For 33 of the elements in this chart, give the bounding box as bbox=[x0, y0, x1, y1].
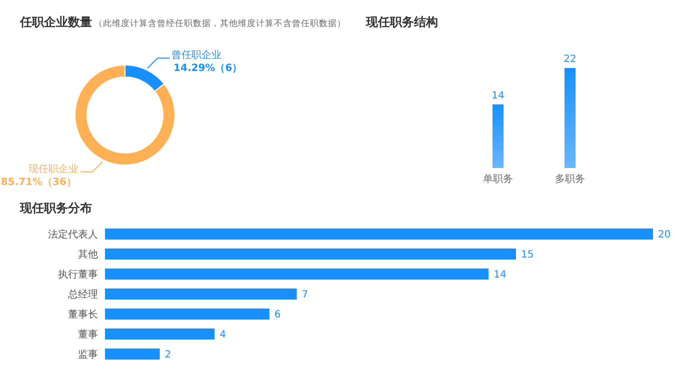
bar bbox=[105, 228, 653, 240]
bar bbox=[105, 328, 215, 340]
y-tick-label: 执行董事 bbox=[58, 268, 98, 280]
chart-title: 现任职务结构 bbox=[365, 15, 438, 29]
bar bbox=[105, 308, 270, 320]
y-tick-label: 监事 bbox=[78, 348, 98, 360]
y-tick-label: 其他 bbox=[78, 248, 98, 260]
data-label: 14 bbox=[494, 270, 506, 280]
y-tick-label: 董事长 bbox=[68, 308, 98, 320]
x-tick-label: 多职务 bbox=[555, 173, 585, 185]
data-label: 15 bbox=[521, 250, 534, 260]
data-label: 2 bbox=[164, 350, 172, 360]
y-tick-label: 总经理 bbox=[67, 288, 98, 300]
chart-title: 现任职务分布 bbox=[19, 201, 92, 215]
slice-label: 现任职企业 bbox=[28, 162, 78, 175]
bar bbox=[105, 268, 489, 280]
bar bbox=[105, 348, 160, 360]
data-label: 6 bbox=[274, 310, 281, 320]
x-tick-label: 单职务 bbox=[483, 173, 513, 185]
data-label: 20 bbox=[658, 230, 671, 240]
data-label: 7 bbox=[302, 290, 308, 300]
data-label: 4 bbox=[220, 330, 226, 340]
bar bbox=[105, 248, 516, 260]
y-tick-label: 董事 bbox=[78, 328, 98, 340]
slice-label: 曾任职企业 bbox=[172, 49, 222, 62]
y-tick-label: 法定代表人 bbox=[48, 228, 98, 240]
data-label: 22 bbox=[564, 54, 576, 65]
chart-subtitle: （此维度计算含曾经任职数据，其他维度计算不含曾任职数据） bbox=[94, 18, 346, 29]
data-label: 14.29%（6） bbox=[174, 63, 242, 74]
bar bbox=[105, 288, 297, 300]
data-label: 14 bbox=[492, 90, 504, 102]
chart-title: 任职企业数量 bbox=[19, 15, 92, 29]
data-label: 85.71%（36） bbox=[0, 176, 76, 188]
